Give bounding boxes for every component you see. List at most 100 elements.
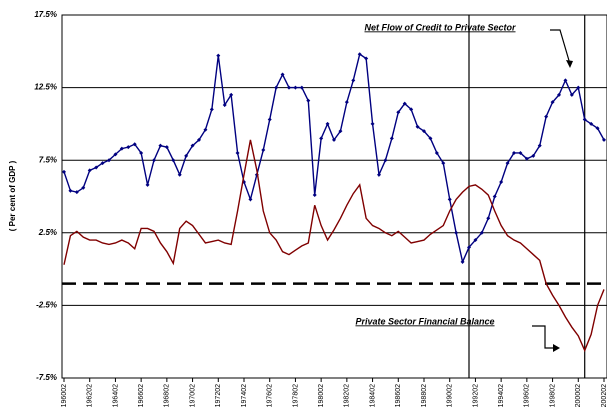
point-marker <box>518 150 523 155</box>
point-marker <box>544 114 549 119</box>
point-marker <box>595 126 600 131</box>
point-marker <box>100 161 105 166</box>
x-tick-label: 196402 <box>112 384 119 407</box>
arrow-head <box>553 344 560 352</box>
x-tick-label: 197002 <box>189 384 196 407</box>
point-marker <box>267 117 272 122</box>
point-marker <box>197 137 201 142</box>
annotation-arrow <box>550 29 571 65</box>
point-marker <box>454 230 459 235</box>
point-marker <box>222 103 227 108</box>
series-line <box>63 139 605 353</box>
point-marker <box>68 188 73 193</box>
point-marker <box>563 78 568 83</box>
point-marker <box>441 161 446 166</box>
point-marker <box>428 136 433 141</box>
point-marker <box>319 136 324 141</box>
x-tick-label: 196002 <box>61 384 68 407</box>
point-marker <box>145 182 150 187</box>
x-tick-label: 198802 <box>421 384 428 407</box>
point-marker <box>344 100 349 105</box>
point-marker <box>396 110 401 115</box>
point-marker <box>81 185 86 190</box>
point-marker <box>569 92 574 97</box>
x-tick-label: 200202 <box>601 384 607 407</box>
point-marker <box>190 143 195 148</box>
arrow-head <box>566 60 573 68</box>
point-marker <box>113 152 118 157</box>
plot-area <box>61 14 607 379</box>
y-tick-label: -7.5% <box>36 373 57 382</box>
point-marker <box>512 150 516 155</box>
point-marker <box>531 153 536 158</box>
x-tick-label: 198202 <box>344 384 351 407</box>
point-marker <box>107 158 111 163</box>
point-marker <box>248 197 253 202</box>
point-marker <box>306 98 311 103</box>
point-marker <box>505 161 510 166</box>
point-marker <box>293 85 298 90</box>
x-tick-label: 198602 <box>395 384 402 407</box>
y-axis-label: ( Per cent of GDP ) <box>8 160 17 231</box>
point-marker <box>332 137 336 142</box>
point-marker <box>164 145 169 150</box>
point-marker <box>280 72 285 77</box>
point-marker <box>184 153 189 158</box>
point-marker <box>299 85 304 90</box>
point-marker <box>235 150 240 155</box>
point-marker <box>209 107 214 112</box>
x-tick-label: 196602 <box>138 384 145 407</box>
point-marker <box>132 142 137 147</box>
point-marker <box>357 52 362 57</box>
point-marker <box>434 150 439 155</box>
y-tick-label: 17.5% <box>34 10 57 19</box>
point-marker <box>473 238 478 243</box>
point-marker <box>409 107 414 112</box>
x-tick-label: 199202 <box>472 384 479 407</box>
x-tick-label: 198002 <box>318 384 325 407</box>
point-marker <box>460 259 465 264</box>
annotation: Net Flow of Credit to Private Sector <box>364 22 516 32</box>
x-tick-label: 196202 <box>87 384 94 407</box>
annotation: Private Sector Financial Balance <box>355 316 494 326</box>
point-marker <box>576 85 581 90</box>
point-marker <box>171 158 176 163</box>
y-tick-label: 12.5% <box>34 83 57 92</box>
point-marker <box>370 121 375 126</box>
point-marker <box>158 143 163 148</box>
point-marker <box>415 124 420 129</box>
point-marker <box>389 136 394 141</box>
plot <box>62 15 607 378</box>
point-marker <box>479 230 484 235</box>
point-marker <box>261 148 266 153</box>
point-marker <box>492 194 497 199</box>
point-marker <box>499 179 504 184</box>
x-tick-label: 197402 <box>241 384 248 407</box>
x-tick-label: 199602 <box>524 384 531 407</box>
point-marker <box>74 190 79 195</box>
point-marker <box>274 85 279 90</box>
point-marker <box>87 168 92 173</box>
point-marker <box>447 197 452 202</box>
point-marker <box>537 143 542 148</box>
y-tick-label: -2.5% <box>36 301 57 310</box>
point-marker <box>364 56 369 61</box>
x-tick-label: 197202 <box>215 384 222 407</box>
y-tick-label: 2.5% <box>38 228 57 237</box>
point-marker <box>126 145 131 150</box>
x-tick-label: 199802 <box>549 384 556 407</box>
x-tick-label: 199002 <box>447 384 454 407</box>
point-marker <box>287 85 291 90</box>
point-marker <box>177 172 182 177</box>
point-marker <box>422 129 426 134</box>
point-marker <box>550 100 555 105</box>
point-marker <box>402 101 407 106</box>
point-marker <box>377 172 381 177</box>
point-marker <box>486 216 491 221</box>
point-marker <box>119 146 124 151</box>
point-marker <box>351 78 356 83</box>
point-marker <box>152 158 156 163</box>
x-tick-label: 199402 <box>498 384 505 407</box>
point-marker <box>524 156 529 161</box>
